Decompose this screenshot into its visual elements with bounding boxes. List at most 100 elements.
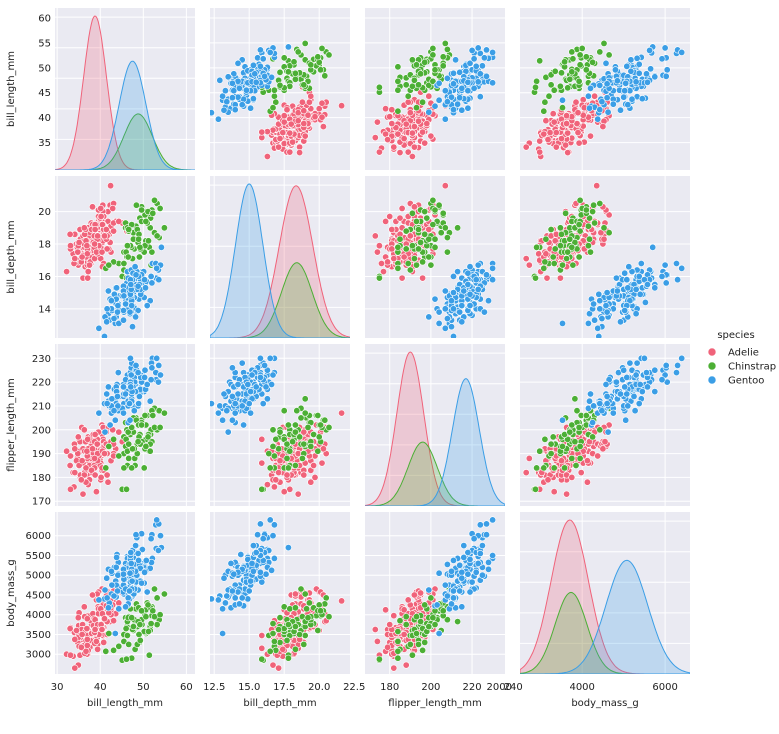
point-chinstrap bbox=[317, 607, 325, 615]
point-gentoo bbox=[468, 578, 476, 586]
point-chinstrap bbox=[441, 39, 449, 47]
panel-marks bbox=[506, 39, 686, 161]
point-chinstrap bbox=[304, 423, 312, 431]
point-chinstrap bbox=[421, 638, 429, 646]
point-gentoo bbox=[146, 397, 154, 405]
point-chinstrap bbox=[286, 447, 294, 455]
point-gentoo bbox=[447, 567, 455, 575]
point-chinstrap bbox=[160, 224, 168, 232]
point-gentoo bbox=[259, 400, 267, 408]
point-gentoo bbox=[223, 98, 231, 106]
point-gentoo bbox=[633, 359, 641, 367]
point-gentoo bbox=[508, 44, 514, 50]
point-gentoo bbox=[635, 60, 643, 68]
point-gentoo bbox=[228, 79, 236, 87]
point-chinstrap bbox=[547, 450, 555, 458]
point-chinstrap bbox=[153, 594, 161, 602]
point-chinstrap bbox=[136, 621, 144, 629]
point-adelie bbox=[384, 643, 392, 651]
point-gentoo bbox=[584, 319, 592, 327]
point-chinstrap bbox=[551, 245, 559, 253]
point-gentoo bbox=[249, 95, 257, 103]
point-chinstrap bbox=[266, 647, 274, 655]
point-gentoo bbox=[613, 77, 621, 85]
point-gentoo bbox=[456, 587, 464, 595]
point-chinstrap bbox=[569, 261, 577, 269]
point-adelie bbox=[574, 129, 582, 137]
panel-marks bbox=[63, 182, 168, 338]
point-gentoo bbox=[621, 306, 629, 314]
point-adelie bbox=[276, 457, 284, 465]
point-adelie bbox=[550, 488, 558, 496]
point-adelie bbox=[91, 454, 99, 462]
point-adelie bbox=[506, 145, 512, 151]
point-chinstrap bbox=[123, 655, 131, 663]
point-adelie bbox=[89, 445, 97, 453]
point-gentoo bbox=[248, 559, 256, 567]
point-gentoo bbox=[435, 96, 443, 104]
point-gentoo bbox=[284, 43, 292, 51]
point-gentoo bbox=[478, 571, 486, 579]
point-chinstrap bbox=[550, 464, 558, 472]
point-chinstrap bbox=[258, 655, 266, 663]
point-adelie bbox=[286, 129, 294, 137]
point-chinstrap bbox=[429, 221, 437, 229]
point-chinstrap bbox=[556, 242, 564, 250]
point-chinstrap bbox=[561, 58, 569, 66]
point-adelie bbox=[275, 469, 283, 477]
point-adelie bbox=[402, 661, 410, 669]
point-gentoo bbox=[474, 285, 482, 293]
x-tick-label: 220 bbox=[463, 682, 482, 693]
panel-marks bbox=[63, 516, 168, 672]
point-adelie bbox=[67, 485, 75, 493]
point-adelie bbox=[98, 221, 106, 229]
point-chinstrap bbox=[402, 81, 410, 89]
point-gentoo bbox=[247, 104, 255, 112]
point-chinstrap bbox=[454, 224, 462, 232]
point-gentoo bbox=[646, 46, 654, 54]
panel-flipper_length_mm-vs-bill_length_mm bbox=[55, 344, 195, 506]
point-chinstrap bbox=[120, 464, 128, 472]
point-gentoo bbox=[135, 400, 143, 408]
point-gentoo bbox=[478, 542, 486, 550]
point-adelie bbox=[101, 450, 109, 458]
point-chinstrap bbox=[417, 238, 425, 246]
point-gentoo bbox=[613, 287, 621, 295]
point-chinstrap bbox=[148, 248, 156, 256]
point-gentoo bbox=[640, 354, 648, 362]
point-chinstrap bbox=[286, 605, 294, 613]
point-chinstrap bbox=[305, 599, 313, 607]
point-chinstrap bbox=[435, 201, 443, 209]
point-chinstrap bbox=[394, 627, 402, 635]
point-chinstrap bbox=[269, 620, 277, 628]
point-adelie bbox=[91, 226, 99, 234]
y-tick-label: 16 bbox=[38, 272, 51, 283]
point-gentoo bbox=[249, 61, 257, 69]
point-gentoo bbox=[620, 93, 628, 101]
point-adelie bbox=[80, 603, 88, 611]
x-axis-label: bill_length_mm bbox=[87, 698, 163, 709]
point-chinstrap bbox=[269, 104, 277, 112]
point-chinstrap bbox=[325, 613, 333, 621]
panel-marks bbox=[210, 354, 346, 498]
point-chinstrap bbox=[429, 614, 437, 622]
point-chinstrap bbox=[566, 428, 574, 436]
point-gentoo bbox=[124, 594, 132, 602]
point-gentoo bbox=[482, 531, 490, 539]
point-gentoo bbox=[466, 588, 474, 596]
point-gentoo bbox=[625, 263, 633, 271]
point-chinstrap bbox=[561, 464, 569, 472]
point-adelie bbox=[396, 149, 404, 157]
point-gentoo bbox=[662, 72, 670, 80]
point-gentoo bbox=[476, 521, 484, 529]
point-adelie bbox=[583, 457, 591, 465]
point-adelie bbox=[305, 98, 313, 106]
point-gentoo bbox=[224, 73, 232, 81]
point-gentoo bbox=[596, 297, 604, 305]
point-adelie bbox=[83, 242, 91, 250]
point-adelie bbox=[358, 239, 364, 245]
point-gentoo bbox=[106, 421, 114, 429]
point-adelie bbox=[319, 123, 327, 131]
point-chinstrap bbox=[314, 411, 322, 419]
point-gentoo bbox=[466, 555, 474, 563]
